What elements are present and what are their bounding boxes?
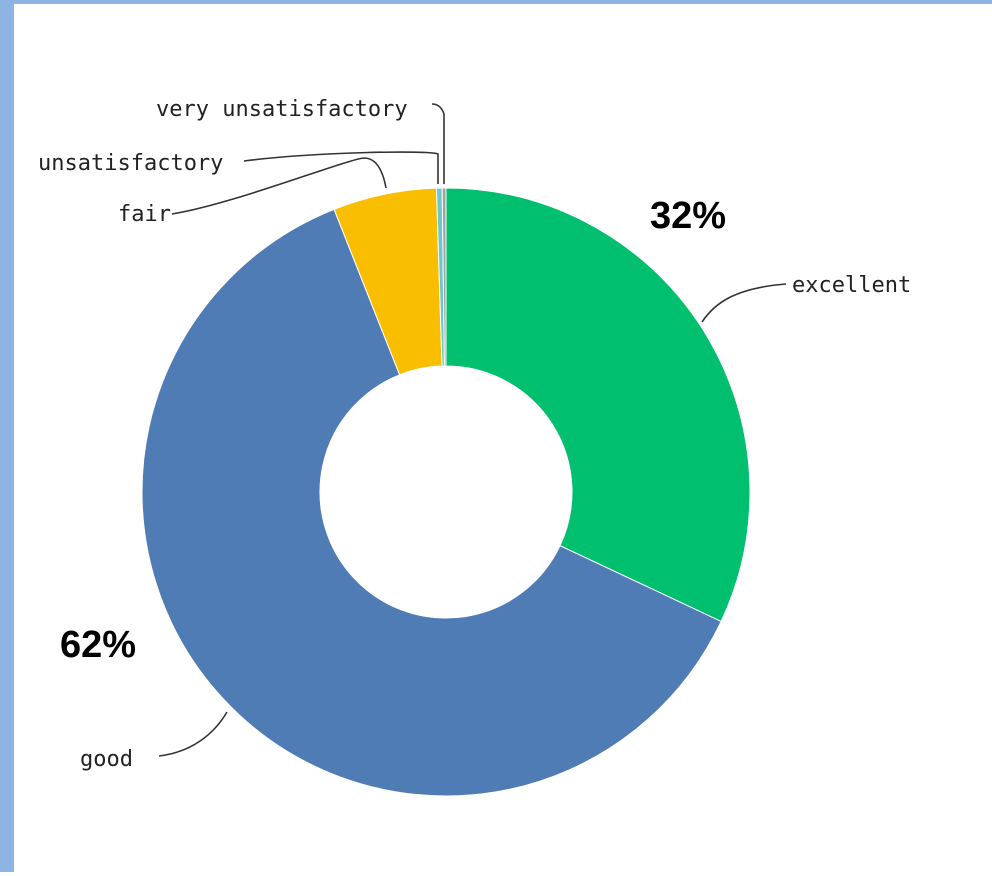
donut-chart: excellent good fair unsatisfactory very … xyxy=(38,97,911,797)
slice-label-very-unsatisfactory: very unsatisfactory xyxy=(156,97,408,122)
leader-line-fair xyxy=(171,157,387,215)
slice-label-fair: fair xyxy=(118,202,171,227)
leader-line-good xyxy=(158,711,228,757)
leader-line-very-unsatisfactory xyxy=(431,103,445,184)
donut-slices xyxy=(141,187,751,797)
slice-very-unsatisfactory xyxy=(441,187,447,367)
slice-excellent xyxy=(445,187,751,623)
data-label-excellent: 32% xyxy=(650,195,726,237)
slice-label-unsatisfactory: unsatisfactory xyxy=(38,151,223,176)
data-labels: 32% 62% xyxy=(60,195,726,666)
slice-labels: excellent good fair unsatisfactory very … xyxy=(38,97,911,772)
slice-label-good: good xyxy=(80,747,133,772)
data-label-good: 62% xyxy=(60,624,136,666)
leader-lines xyxy=(158,103,787,757)
leader-line-unsatisfactory xyxy=(243,151,439,184)
leader-line-excellent xyxy=(701,283,787,323)
slice-good xyxy=(141,208,722,797)
slice-label-excellent: excellent xyxy=(792,273,911,298)
